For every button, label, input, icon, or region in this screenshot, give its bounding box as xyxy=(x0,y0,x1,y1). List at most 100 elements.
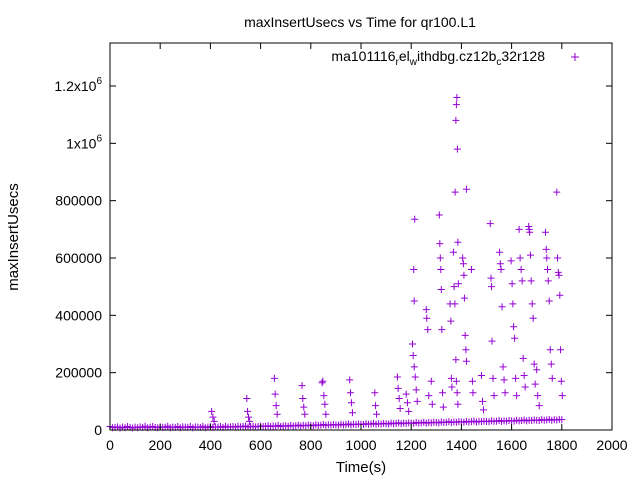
data-point xyxy=(520,372,528,380)
data-point xyxy=(428,400,436,408)
data-point xyxy=(346,376,354,384)
data-point xyxy=(396,405,404,412)
data-point xyxy=(462,346,470,354)
y-tick-label: 800000 xyxy=(55,193,102,209)
data-point xyxy=(436,240,444,248)
data-point xyxy=(488,337,496,345)
data-point xyxy=(246,417,254,425)
data-point xyxy=(320,392,328,400)
data-point xyxy=(451,188,459,196)
data-point xyxy=(460,271,468,279)
data-point xyxy=(478,397,486,405)
x-axis-label: Time(s) xyxy=(336,459,386,476)
data-point xyxy=(508,280,516,288)
data-point xyxy=(372,402,380,410)
legend-plus xyxy=(571,53,579,61)
data-point xyxy=(518,277,526,285)
data-point xyxy=(209,413,217,421)
data-point xyxy=(469,389,477,397)
data-point xyxy=(554,254,562,262)
data-point xyxy=(545,297,553,305)
data-point xyxy=(373,410,381,418)
data-point xyxy=(541,228,549,236)
data-point xyxy=(451,300,459,308)
data-point xyxy=(403,399,411,407)
data-point xyxy=(467,265,475,273)
data-point xyxy=(533,366,541,374)
data-point xyxy=(412,386,420,394)
data-point xyxy=(462,357,470,365)
y-tick-label: 1.2x106 xyxy=(54,76,102,94)
data-point xyxy=(512,374,520,382)
data-point xyxy=(498,303,506,311)
x-tick-label: 600 xyxy=(249,437,273,453)
data-point xyxy=(557,377,565,385)
data-point xyxy=(318,379,326,387)
data-point xyxy=(447,317,455,325)
data-point xyxy=(437,286,445,294)
data-point xyxy=(427,377,435,385)
legend-label: ma101116relwithdbg.cz12bc32r128 xyxy=(331,48,545,68)
data-point xyxy=(548,374,556,382)
data-point xyxy=(348,409,356,417)
x-tick-label: 800 xyxy=(299,437,323,453)
data-point xyxy=(459,260,467,268)
y-tick-label: 400000 xyxy=(55,307,102,323)
data-point xyxy=(479,406,487,414)
data-point xyxy=(208,407,216,415)
y-tick-label: 200000 xyxy=(55,365,102,381)
data-point xyxy=(439,389,447,397)
y-tick-label: 0 xyxy=(94,422,102,438)
data-point xyxy=(301,410,309,418)
data-point xyxy=(488,283,496,291)
data-point xyxy=(525,225,533,233)
data-point xyxy=(298,382,306,390)
y-tick-label: 1x106 xyxy=(66,133,102,151)
data-point xyxy=(299,394,307,402)
data-point xyxy=(245,413,253,421)
x-tick-label: 1200 xyxy=(396,437,427,453)
x-tick-label: 1800 xyxy=(546,437,577,453)
data-point xyxy=(452,116,460,124)
x-tick-label: 2000 xyxy=(596,437,627,453)
data-point xyxy=(517,265,525,273)
data-point xyxy=(453,389,461,397)
data-point xyxy=(454,400,462,408)
data-point xyxy=(525,222,533,230)
data-point xyxy=(405,407,413,415)
x-tick-label: 1000 xyxy=(345,437,376,453)
data-point xyxy=(542,245,550,253)
data-point xyxy=(435,211,443,219)
data-point xyxy=(272,402,280,410)
data-point xyxy=(496,260,504,268)
data-point xyxy=(347,399,355,407)
data-point xyxy=(437,265,445,273)
data-point xyxy=(534,392,542,400)
data-point xyxy=(394,384,402,392)
data-point xyxy=(408,340,416,348)
data-point xyxy=(497,265,505,273)
data-point xyxy=(487,274,495,282)
data-point xyxy=(243,394,251,402)
data-point xyxy=(452,377,460,385)
data-point xyxy=(459,254,467,262)
data-point xyxy=(521,383,529,391)
chart-title: maxInsertUsecs vs Time for qr100.L1 xyxy=(244,14,476,30)
data-point xyxy=(468,377,476,385)
data-point xyxy=(371,389,379,397)
data-point xyxy=(271,390,279,398)
data-point xyxy=(500,376,508,384)
data-point xyxy=(410,297,418,305)
data-point xyxy=(526,251,534,259)
data-point xyxy=(423,314,431,322)
data-point xyxy=(546,346,554,354)
data-point xyxy=(321,400,329,408)
data-point xyxy=(558,416,566,424)
data-point xyxy=(513,392,521,400)
data-point xyxy=(547,360,555,368)
y-axis: 0 200000 400000 600000 800000 1x106 1.2x106 xyxy=(54,76,612,438)
y-tick-label: 600000 xyxy=(55,250,102,266)
data-point xyxy=(411,373,419,381)
data-point xyxy=(535,402,543,410)
data-point xyxy=(531,380,539,388)
